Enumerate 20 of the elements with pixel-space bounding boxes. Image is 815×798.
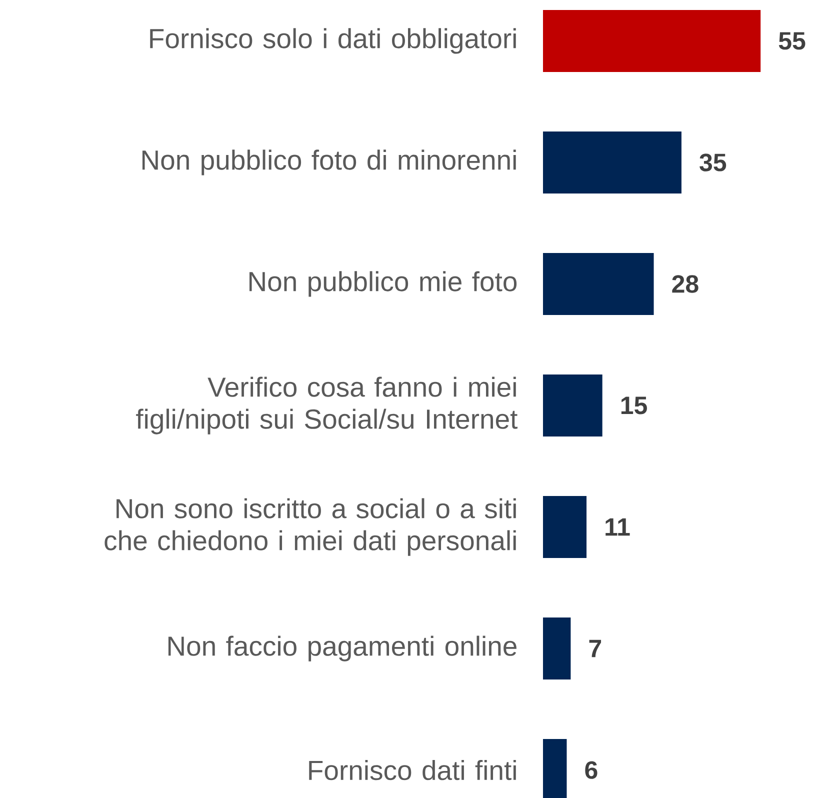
y-tick-label: Non pubblico foto di minorenni xyxy=(142,150,516,176)
y-tick-label: Verifico cosa fanno i miei figli/nipoti sui Social/su Internet xyxy=(136,376,518,434)
data-label: 15 xyxy=(621,396,647,414)
y-tick-label: Non pubblico mie foto xyxy=(249,271,517,297)
data-label: 6 xyxy=(585,761,598,779)
bar xyxy=(542,10,761,72)
data-label: 55 xyxy=(778,32,806,50)
bar xyxy=(542,131,682,194)
y-tick-label: Non sono iscritto a social o a siti che chiedono i miei dati personali xyxy=(104,498,516,556)
data-label: 11 xyxy=(606,518,630,536)
y-tick-label: Fornisco solo i dati obbligatori xyxy=(150,28,516,54)
y-tick-label: Fornisco dati finti xyxy=(309,760,516,780)
bar xyxy=(542,252,654,315)
data-label: 7 xyxy=(589,640,602,658)
data-label: 35 xyxy=(700,154,726,172)
bar xyxy=(542,374,602,436)
y-tick-label: Non faccio pagamenti online xyxy=(168,636,516,662)
data-label: 28 xyxy=(672,275,698,293)
bar xyxy=(542,496,587,558)
bar xyxy=(542,618,571,680)
